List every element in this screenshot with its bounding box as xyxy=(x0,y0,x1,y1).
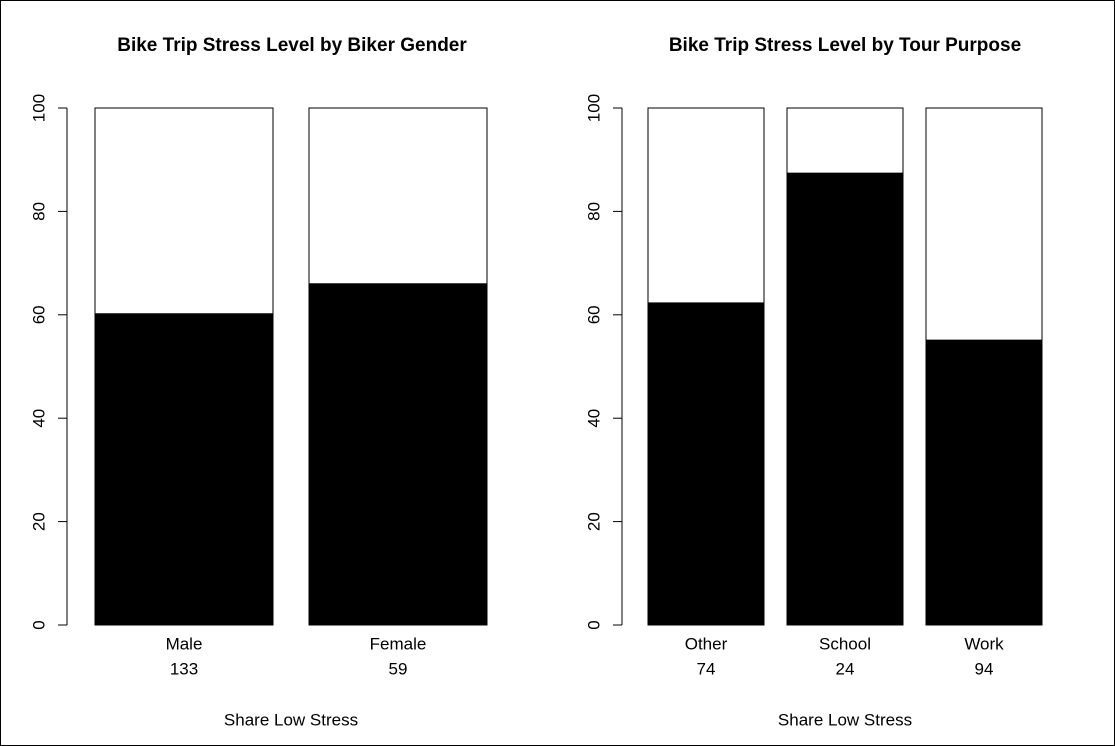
y-tick-label: 0 xyxy=(584,620,603,629)
y-tick-label: 40 xyxy=(584,409,603,428)
x-axis-label: Share Low Stress xyxy=(778,710,912,729)
x-axis-label: Share Low Stress xyxy=(224,710,358,729)
y-tick-label: 40 xyxy=(29,409,48,428)
x-tick-label: Male xyxy=(166,634,203,653)
bar-segment xyxy=(786,107,904,174)
y-tick-label: 60 xyxy=(29,305,48,324)
x-tick-label: Work xyxy=(964,634,1004,653)
y-tick-label: 100 xyxy=(29,94,48,122)
x-tick-label: Female xyxy=(370,634,427,653)
count-label: 59 xyxy=(389,659,408,678)
y-tick-label: 20 xyxy=(29,512,48,531)
y-tick-label: 0 xyxy=(29,620,48,629)
bar-segment xyxy=(786,172,904,626)
bar-segment xyxy=(308,283,488,626)
y-tick-label: 60 xyxy=(584,305,603,324)
bar-segment xyxy=(308,107,488,285)
y-tick-label: 20 xyxy=(584,512,603,531)
x-tick-label: School xyxy=(819,634,871,653)
chart-title: Bike Trip Stress Level by Tour Purpose xyxy=(669,35,1021,56)
x-tick-label: Other xyxy=(685,634,728,653)
bar-segment xyxy=(925,107,1043,341)
bar-segment xyxy=(94,107,274,315)
bar-segment xyxy=(647,302,765,626)
y-tick-label: 80 xyxy=(584,202,603,221)
count-label: 24 xyxy=(836,659,855,678)
count-label: 74 xyxy=(697,659,716,678)
count-label: 133 xyxy=(170,659,198,678)
bar-segment xyxy=(647,107,765,304)
y-tick-label: 80 xyxy=(29,202,48,221)
count-label: 94 xyxy=(975,659,994,678)
chart-title: Bike Trip Stress Level by Biker Gender xyxy=(117,35,467,56)
bar-segment xyxy=(94,313,274,626)
y-tick-label: 100 xyxy=(584,94,603,122)
bar-segment xyxy=(925,339,1043,626)
